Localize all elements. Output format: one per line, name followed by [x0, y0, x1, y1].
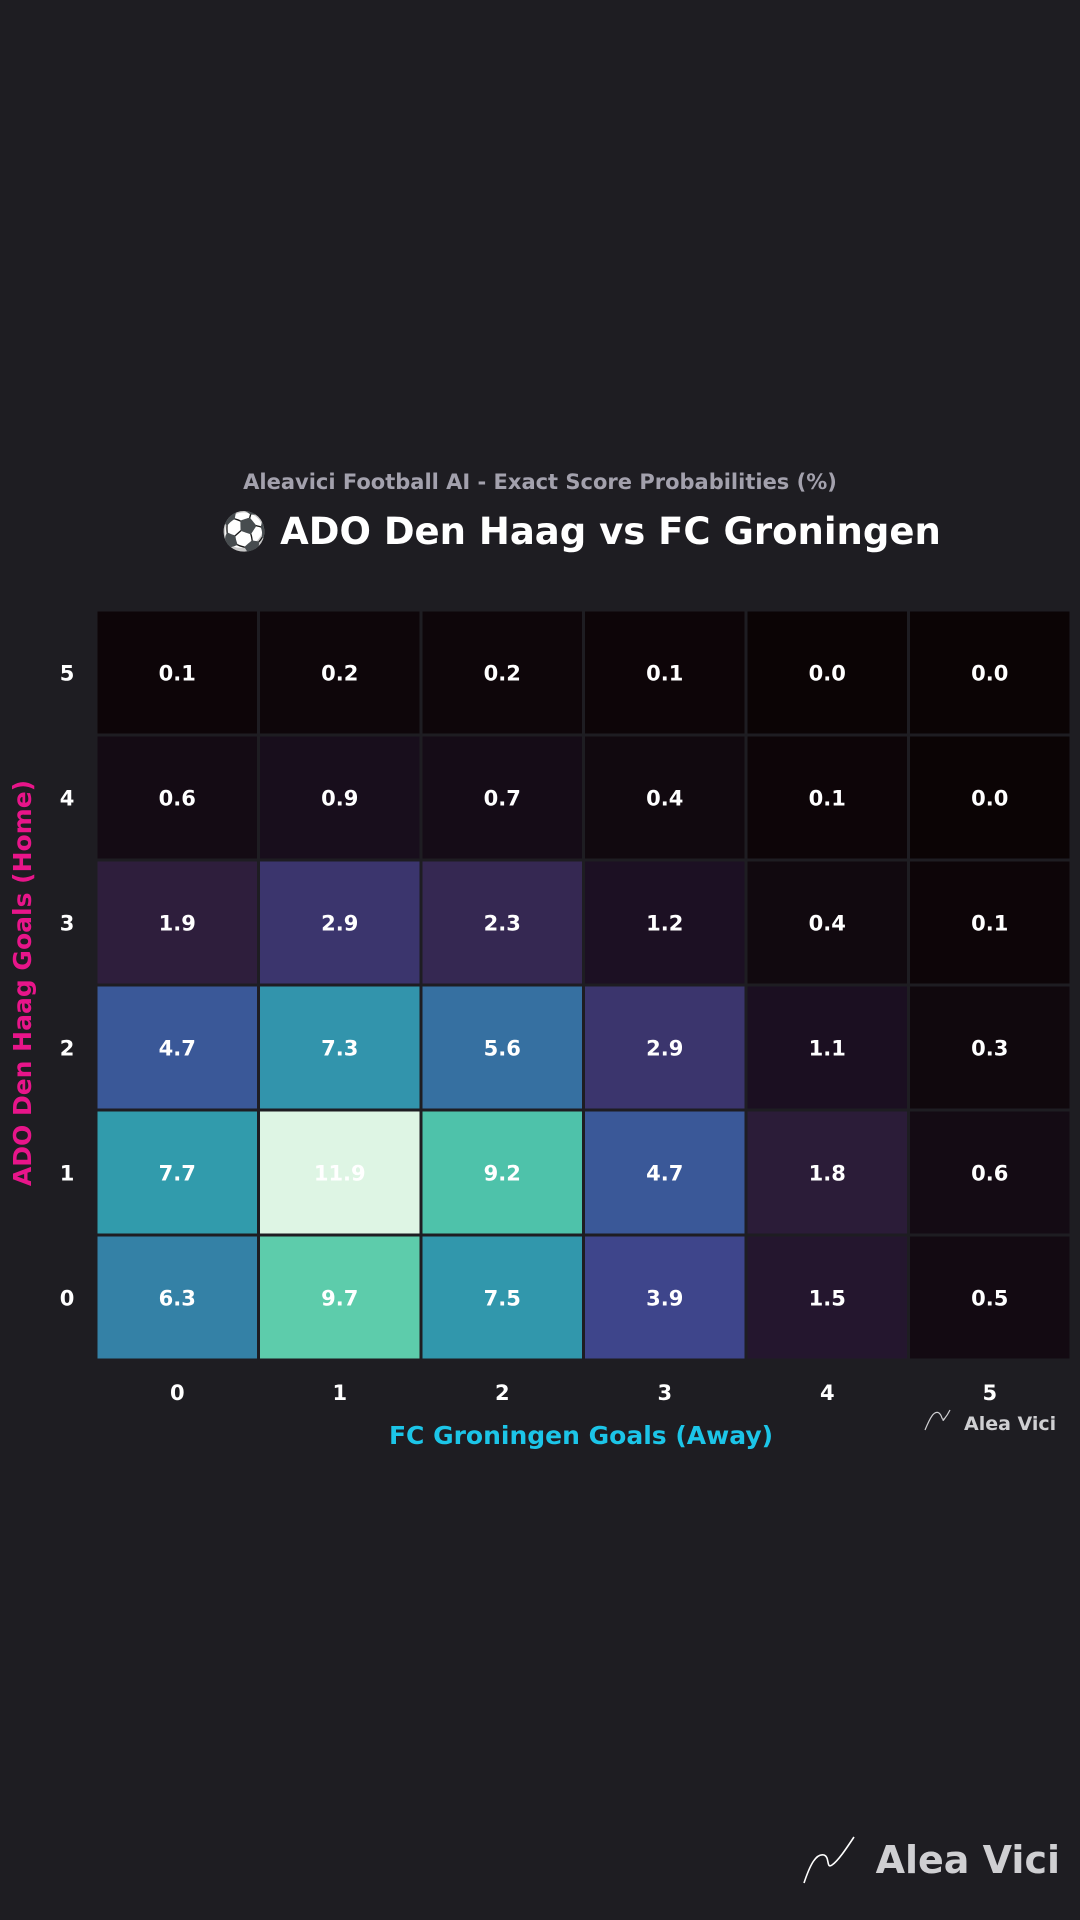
x-tick-label: 2: [495, 1381, 510, 1405]
cell-value-label: 0.3: [971, 1037, 1008, 1061]
heatmap-cell: [94, 1233, 260, 1362]
cell-value-label: 0.9: [321, 787, 358, 811]
cell-value-label: 0.0: [971, 662, 1008, 686]
cell-value-label: 1.5: [809, 1287, 846, 1311]
heatmap-cell: [257, 983, 423, 1112]
y-tick-label: 1: [60, 1162, 75, 1186]
cell-value-label: 2.3: [484, 912, 521, 936]
x-tick-label: 3: [657, 1381, 672, 1405]
heatmap-cell: [744, 608, 910, 737]
x-axis-label: FC Groningen Goals (Away): [389, 1421, 773, 1450]
large-watermark: Alea Vici: [802, 1835, 1060, 1885]
cell-value-label: 0.6: [971, 1162, 1008, 1186]
heatmap-cell: [419, 608, 585, 737]
heatmap-cell: [94, 1108, 260, 1237]
cell-value-label: 7.3: [321, 1037, 358, 1061]
cell-value-label: 0.1: [971, 912, 1008, 936]
heatmap-cell: [744, 1108, 910, 1237]
cell-value-label: 3.9: [646, 1287, 683, 1311]
heatmap-cell: [419, 858, 585, 987]
watermark-large-text: Alea Vici: [875, 1838, 1060, 1882]
heatmap-cell: [744, 733, 910, 862]
cell-value-label: 5.6: [484, 1037, 521, 1061]
cell-value-label: 0.0: [809, 662, 846, 686]
chart-subtitle: Aleavici Football AI - Exact Score Proba…: [243, 470, 837, 494]
heatmap-cell: [907, 608, 1073, 737]
y-tick-label: 3: [60, 912, 75, 936]
cell-value-label: 1.2: [646, 912, 683, 936]
cell-value-label: 0.6: [159, 787, 196, 811]
cell-value-label: 0.4: [809, 912, 846, 936]
y-tick-label: 0: [60, 1287, 75, 1311]
cell-value-label: 0.0: [971, 787, 1008, 811]
cell-value-label: 0.2: [484, 662, 521, 686]
x-tick-label: 4: [820, 1381, 835, 1405]
cell-value-label: 0.2: [321, 662, 358, 686]
heatmap-cell: [94, 983, 260, 1112]
cell-value-label: 1.9: [159, 912, 196, 936]
small-signature-icon: [924, 1409, 951, 1431]
x-tick-label: 1: [332, 1381, 347, 1405]
cell-value-label: 11.9: [314, 1162, 366, 1186]
cell-value-label: 7.5: [484, 1287, 521, 1311]
cell-value-label: 0.1: [646, 662, 683, 686]
chart-title: ⚽ ADO Den Haag vs FC Groningen: [221, 510, 941, 553]
cell-value-label: 4.7: [646, 1162, 683, 1186]
cell-value-label: 7.7: [159, 1162, 196, 1186]
cell-value-label: 1.8: [809, 1162, 846, 1186]
small-watermark-text: Alea Vici: [964, 1413, 1056, 1435]
heatmap-cell: [744, 858, 910, 987]
signature-squiggle-icon: [802, 1836, 855, 1884]
cell-value-label: 0.5: [971, 1287, 1008, 1311]
heatmap-cell: [907, 733, 1073, 862]
heatmap-cell: [582, 1108, 748, 1237]
heatmap-cell: [907, 1233, 1073, 1362]
heatmap-cell: [257, 608, 423, 737]
cell-value-label: 1.1: [809, 1037, 846, 1061]
heatmap-cell: [94, 608, 260, 737]
cell-value-label: 6.3: [159, 1287, 196, 1311]
y-tick-label: 2: [60, 1037, 75, 1061]
y-axis-label: ADO Den Haag Goals (Home): [8, 780, 37, 1186]
cell-value-label: 4.7: [159, 1037, 196, 1061]
x-tick-label: 5: [982, 1381, 997, 1405]
cell-value-label: 2.9: [321, 912, 358, 936]
heatmap-cell: [257, 1108, 423, 1237]
cell-value-label: 9.2: [484, 1162, 521, 1186]
heatmap-cell: [582, 733, 748, 862]
cell-value-label: 0.1: [809, 787, 846, 811]
heatmap-cell: [257, 733, 423, 862]
y-tick-label: 4: [60, 787, 75, 811]
heatmap-cell: [744, 983, 910, 1112]
cell-value-label: 0.1: [159, 662, 196, 686]
cell-value-label: 2.9: [646, 1037, 683, 1061]
cell-value-label: 0.4: [646, 787, 683, 811]
heatmap-cell: [744, 1233, 910, 1362]
x-tick-label: 0: [170, 1381, 185, 1405]
cell-value-label: 9.7: [321, 1287, 358, 1311]
y-tick-label: 5: [60, 662, 75, 686]
cell-value-label: 0.7: [484, 787, 521, 811]
